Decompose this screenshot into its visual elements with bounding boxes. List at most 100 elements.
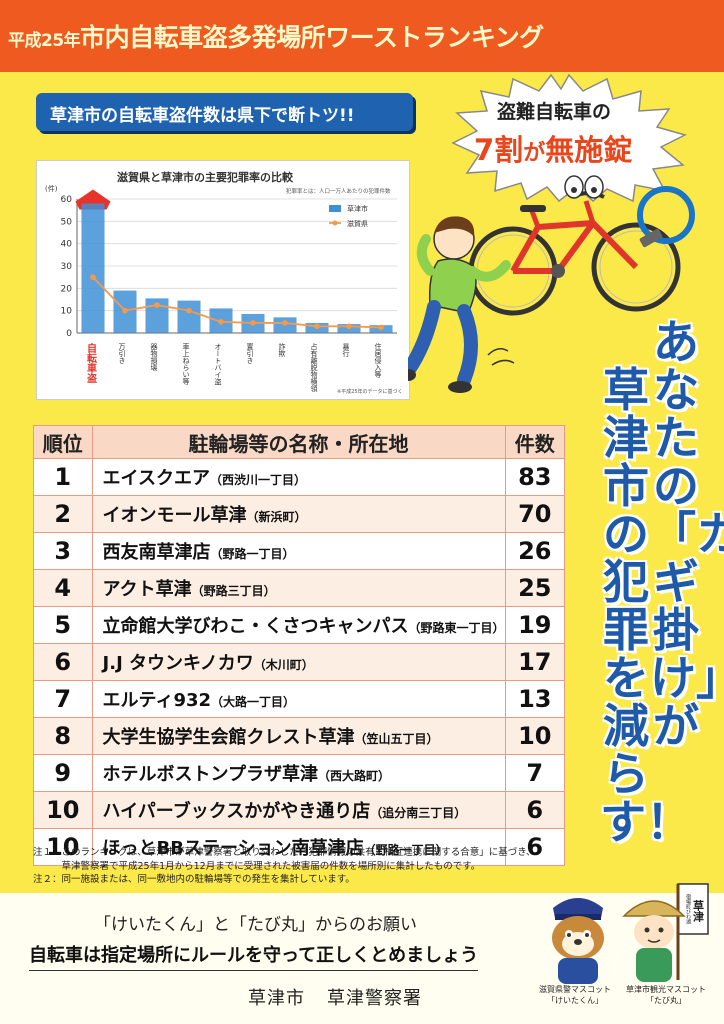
subheader-text: 草津市の自転車盗件数は県下で断トツ!! bbox=[50, 106, 355, 126]
chart-point bbox=[378, 324, 384, 331]
parking-rule-text: 自転車は指定場所にルールを守って正しくとめましょう bbox=[29, 941, 479, 971]
place-location: （追分南三丁目） bbox=[370, 806, 467, 820]
place-location: （新浜町） bbox=[246, 510, 307, 524]
chart-y-tick-label: 60 bbox=[61, 195, 73, 205]
keitakun-caption-1: 滋賀県警マスコット bbox=[539, 985, 611, 994]
place-location: （野路東一丁目） bbox=[408, 621, 505, 635]
name-cell: ほっとBBステーション南草津店（野路一丁目） bbox=[91, 828, 506, 866]
place-location: （野路一丁目） bbox=[363, 843, 448, 857]
table-row: 7 エルティ932（大路一丁目） 13 bbox=[33, 680, 566, 718]
place-name: エルティ932 bbox=[102, 690, 212, 711]
chart-note: 犯罪率とは：人口一万人あたりの犯罪件数 bbox=[286, 187, 391, 195]
name-cell: イオンモール草津（新浜町） bbox=[91, 495, 506, 533]
table-row: 9 ホテルボストンプラザ草津（西大路町） 7 bbox=[33, 754, 566, 792]
tabimaru-caption-2: 「たび丸」 bbox=[646, 996, 686, 1005]
count-cell: 6 bbox=[504, 791, 566, 829]
chart-point bbox=[282, 320, 288, 326]
count-cell: 25 bbox=[504, 569, 566, 607]
place-name: J.J タウンキノカワ bbox=[102, 653, 254, 674]
running-man-icon bbox=[408, 216, 511, 393]
place-name: アクト草津 bbox=[102, 579, 192, 600]
place-location: （西大路町） bbox=[318, 769, 391, 783]
chart-y-tick-label: 0 bbox=[66, 329, 72, 339]
burst-seven-wari: 7割 bbox=[474, 133, 524, 167]
rank-cell: 10 bbox=[33, 791, 93, 829]
place-name: ホテルボストンプラザ草津 bbox=[102, 764, 318, 785]
chart-legend-bar-swatch bbox=[329, 205, 341, 212]
chart-x-tick-label: 暴行 bbox=[342, 343, 350, 358]
burst-unlocked: 無施錠 bbox=[545, 133, 633, 167]
rank-cell: 9 bbox=[33, 754, 93, 792]
crime-rate-chart: 滋賀県と草津市の主要犯罪率の比較 犯罪率とは：人口一万人あたりの犯罪件数 (件)… bbox=[45, 170, 403, 395]
table-row: 10 ハイパーブックスかがやき通り店（追分南三丁目） 6 bbox=[33, 791, 566, 829]
tabimaru-caption-1: 草津市観光マスコット bbox=[626, 985, 706, 994]
slogan-column-1: あなたの「カギ掛け」が bbox=[650, 315, 724, 753]
chart-x-tick-label: 置引き bbox=[246, 343, 254, 364]
chart-x-tick-label: 万引き bbox=[118, 343, 126, 364]
title-year: 平成25年 bbox=[8, 31, 81, 51]
chart-x-tick-label: 住居侵入等 bbox=[374, 342, 382, 378]
chart-point bbox=[250, 320, 256, 326]
rank-cell: 4 bbox=[33, 569, 93, 607]
chart-legend-label: 滋賀県 bbox=[347, 219, 368, 228]
chart-bar bbox=[145, 298, 169, 333]
title-banner: 平成25年市内自転車盗多発場所ワーストランキング bbox=[0, 0, 724, 72]
count-cell: 10 bbox=[504, 717, 566, 755]
place-location: （野路一丁目） bbox=[210, 547, 295, 561]
place-location: （西渋川一丁目） bbox=[210, 473, 307, 487]
note-1a: 注１：このランキングは、草津市が草津警察署と取り交わした「犯罪情報の共有と相互連… bbox=[33, 847, 536, 858]
table-row: 4 アクト草津（野路三丁目） 25 bbox=[33, 569, 566, 607]
place-name: ほっとBBステーション南草津店 bbox=[102, 838, 364, 859]
agency-city: 草津市 bbox=[248, 988, 305, 1009]
rank-cell: 2 bbox=[33, 495, 93, 533]
keitakun-caption-2: 「けいたくん」 bbox=[547, 996, 603, 1005]
chart-y-unit: (件) bbox=[45, 184, 58, 193]
chart-x-tick-label: 器物損壊 bbox=[150, 343, 158, 372]
place-location: （野路三丁目） bbox=[191, 584, 276, 598]
burst-line2: 7割が無施錠 bbox=[474, 127, 632, 169]
name-cell: ホテルボストンプラザ草津（西大路町） bbox=[91, 754, 506, 792]
chart-point bbox=[90, 274, 96, 280]
chart-point bbox=[154, 302, 160, 308]
chart-bar bbox=[81, 203, 105, 333]
tabimaru-mascot-icon: 宿場町びわ湖 草津 bbox=[622, 883, 709, 982]
place-location: （笠山五丁目） bbox=[354, 732, 439, 746]
name-cell: ハイパーブックスかがやき通り店（追分南三丁目） bbox=[91, 791, 506, 829]
place-name: エイスクエア bbox=[102, 468, 210, 489]
ranking-table: 順位 駐輪場等の名称・所在地 件数 1 エイスクエア（西渋川一丁目） 83 2 イオン… bbox=[33, 425, 566, 866]
chart-legend-label: 草津市 bbox=[347, 204, 368, 213]
table-row: 6 J.J タウンキノカワ（木川町） 17 bbox=[33, 643, 566, 681]
count-cell: 7 bbox=[504, 754, 566, 792]
chart-y-tick-label: 40 bbox=[61, 240, 73, 250]
chart-x-tick-label: 車上ねらい等 bbox=[182, 342, 190, 385]
chart-point bbox=[314, 323, 320, 330]
name-cell: エルティ932（大路一丁目） bbox=[91, 680, 506, 718]
chart-point bbox=[186, 307, 192, 314]
chart-point bbox=[346, 323, 352, 330]
table-row: 3 西友南草津店（野路一丁目） 26 bbox=[33, 532, 566, 570]
crime-rate-chart-panel: 滋賀県と草津市の主要犯罪率の比較 犯罪率とは：人口一万人あたりの犯罪件数 (件)… bbox=[36, 160, 410, 400]
name-cell: 立命館大学びわこ・くさつキャンパス（野路東一丁目） bbox=[91, 606, 506, 644]
rank-cell: 1 bbox=[33, 458, 93, 496]
header-name: 駐輪場等の名称・所在地 bbox=[91, 425, 506, 459]
count-cell: 83 bbox=[504, 458, 566, 496]
burst-line1: 盗難自転車の bbox=[497, 101, 612, 123]
issuing-agencies: 草津市 草津警察署 bbox=[248, 984, 444, 1010]
chart-series-line bbox=[92, 276, 382, 329]
note-1b: 草津警察署で平成25年1月から12月までに受理された被害届の件数を場所別に集計し… bbox=[33, 860, 481, 872]
chart-point bbox=[122, 307, 128, 314]
chart-title: 滋賀県と草津市の主要犯罪率の比較 bbox=[117, 170, 294, 184]
place-name: ハイパーブックスかがやき通り店 bbox=[102, 801, 371, 822]
rank-cell: 7 bbox=[33, 680, 93, 718]
name-cell: 大学生協学生会館クレスト草津（笠山五丁目） bbox=[91, 717, 506, 755]
count-cell: 19 bbox=[504, 606, 566, 644]
table-row: 2 イオンモール草津（新浜町） 70 bbox=[33, 495, 566, 533]
rank-cell: 3 bbox=[33, 532, 93, 570]
place-name: 立命館大学びわこ・くさつキャンパス bbox=[102, 616, 409, 637]
place-name: イオンモール草津 bbox=[102, 505, 247, 526]
count-cell: 26 bbox=[504, 532, 566, 570]
table-row: 8 大学生協学生会館クレスト草津（笠山五丁目） 10 bbox=[33, 717, 566, 755]
name-cell: J.J タウンキノカワ（木川町） bbox=[91, 643, 506, 681]
count-cell: 70 bbox=[504, 495, 566, 533]
chart-y-tick-label: 20 bbox=[61, 284, 73, 294]
